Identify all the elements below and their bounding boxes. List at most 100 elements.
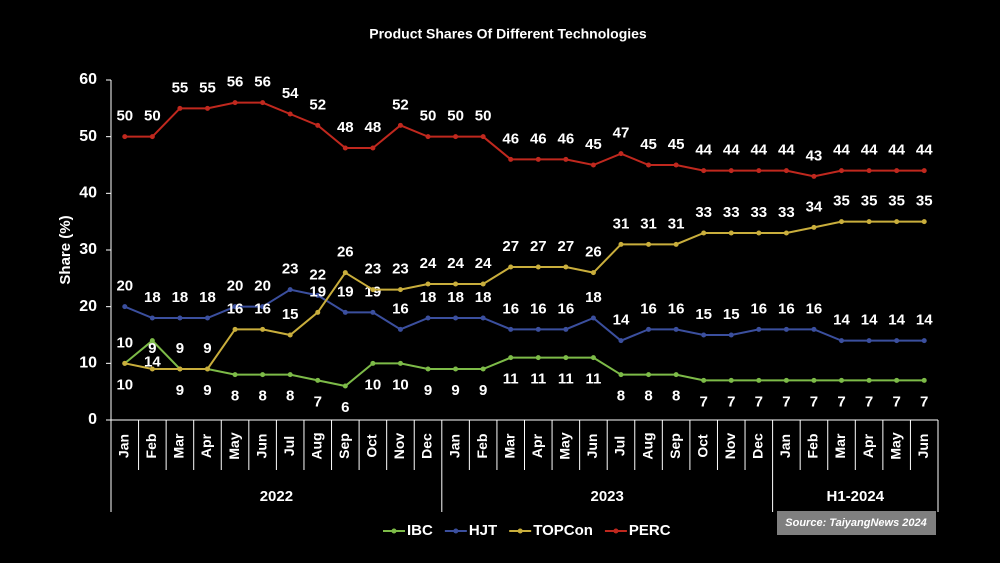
data-label: 16 [254,300,271,317]
series-line [124,288,925,342]
point [508,326,514,332]
y-tick-label: 40 [79,185,97,202]
point [756,377,762,383]
data-label: 8 [258,388,266,405]
x-tick-label: Apr [529,433,545,458]
point [204,366,210,372]
point [260,304,266,310]
x-tick-label: Mar [501,433,517,458]
data-label: 44 [833,142,850,159]
data-label: 18 [447,289,464,306]
point [646,372,652,378]
data-label: 10 [392,376,409,393]
x-tick-label: Dec [419,433,435,459]
point [480,134,486,140]
point [315,122,321,128]
data-label: 18 [420,289,437,306]
point [260,326,266,332]
point [397,122,403,128]
point [646,326,652,332]
data-label: 24 [475,255,492,272]
data-label: 7 [727,393,735,410]
data-label: 16 [806,300,823,317]
x-tick-label: Nov [391,433,407,460]
data-label: 10 [116,376,133,393]
point [673,241,679,247]
point [728,168,734,174]
point [866,377,872,383]
point [149,366,155,372]
x-tick-label: Sep [336,433,352,459]
data-label: 20 [116,278,133,295]
source-box [777,511,936,535]
y-tick-label: 50 [79,128,97,145]
point [894,377,900,383]
data-label: 50 [144,108,161,125]
data-label: 44 [778,142,795,159]
data-label: 27 [558,238,575,255]
point [425,134,431,140]
x-tick-label: Aug [308,432,324,459]
data-label: 7 [810,393,818,410]
point [370,360,376,366]
x-tick-label: Dec [750,433,766,459]
x-tick-label: Apr [860,433,876,458]
data-label: 7 [865,393,873,410]
point [287,287,293,293]
point [453,315,459,321]
data-label: 16 [502,300,519,317]
data-label: 9 [424,382,432,399]
data-label: 50 [420,108,437,125]
data-label: 50 [475,108,492,125]
data-label: 31 [668,215,685,232]
legend-label: HJT [469,522,497,539]
legend-label: TOPCon [533,522,593,539]
point [783,230,789,236]
data-label: 18 [585,289,602,306]
point [783,326,789,332]
source: Source: TaiyangNews 2024 [785,517,926,529]
data-label: 20 [254,278,271,295]
data-label: 15 [723,306,740,323]
point [370,145,376,151]
data-label: 45 [668,136,685,153]
data-label: 55 [172,79,189,96]
data-label: 9 [479,382,487,399]
point [756,168,762,174]
data-label: 43 [806,147,823,164]
point [839,338,845,344]
data-label: 15 [282,306,299,323]
point [728,332,734,338]
x-tick-label: Jan [777,434,793,458]
series-line [124,339,925,388]
point [535,264,541,270]
data-label: 18 [475,289,492,306]
point [673,162,679,168]
data-label: 18 [144,289,161,306]
point [425,366,431,372]
data-label: 31 [640,215,657,232]
point [397,360,403,366]
point [839,168,845,174]
point [232,304,238,310]
data-label: 45 [585,136,602,153]
x-tick-label: Nov [722,433,738,460]
legend-marker [391,528,397,534]
data-label: 46 [558,130,575,147]
y-tick-label: 60 [79,71,97,88]
point [921,338,927,344]
point [563,264,569,270]
point [122,360,128,366]
point [287,372,293,378]
data-label: 33 [778,204,795,221]
y-tick-label: 10 [79,355,97,372]
data-label: 8 [286,388,294,405]
y-tick-label: 30 [79,241,97,258]
data-label: 9 [148,340,156,357]
y-tick-label: 0 [88,411,97,428]
point [232,372,238,378]
data-label: 18 [199,289,216,306]
data-label: 47 [613,125,630,142]
data-label: 44 [888,142,905,159]
group-label: 2022 [260,488,293,505]
